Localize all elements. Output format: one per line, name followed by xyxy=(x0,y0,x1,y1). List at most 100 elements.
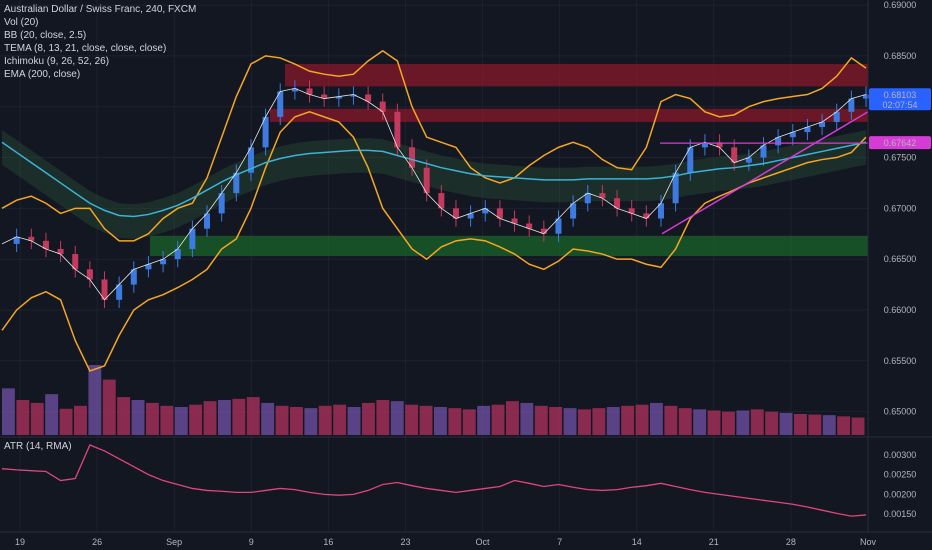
volume-bar xyxy=(405,404,419,435)
volume-bar xyxy=(621,405,635,435)
atr-tick-label: 0.00300 xyxy=(884,450,917,460)
candle-body xyxy=(628,208,635,214)
time-tick-label: Oct xyxy=(476,537,491,547)
volume-bar xyxy=(549,407,563,435)
time-tick-label: 21 xyxy=(709,537,719,547)
volume-bar xyxy=(16,400,30,435)
volume-bar xyxy=(88,365,102,435)
candle-body xyxy=(833,111,840,122)
candle-body xyxy=(189,228,196,249)
volume-bar xyxy=(318,405,332,435)
candle-body xyxy=(760,145,767,158)
zone-resistance-upper xyxy=(285,64,868,87)
candle-body xyxy=(804,127,811,133)
candle-body xyxy=(116,284,123,300)
candle-body xyxy=(789,132,796,138)
time-tick-label: 19 xyxy=(15,537,25,547)
volume-bar xyxy=(851,417,865,435)
volume-bar xyxy=(707,410,721,435)
volume-bar xyxy=(117,397,131,435)
volume-bar xyxy=(160,405,174,435)
candle-body xyxy=(687,147,694,173)
volume-bar xyxy=(131,400,145,435)
price-tick-label: 0.66500 xyxy=(884,254,917,264)
countdown-value: 02:07:54 xyxy=(882,100,917,110)
volume-bar xyxy=(390,401,404,435)
legend-atr[interactable]: ATR (14, RMA) xyxy=(4,441,72,452)
volume-bar xyxy=(347,407,361,435)
ema-line xyxy=(1,141,867,218)
candle-body xyxy=(863,94,869,99)
candle-body xyxy=(540,228,547,234)
time-tick-label: 28 xyxy=(786,537,796,547)
volume-bar xyxy=(59,408,73,435)
volume-bar xyxy=(102,379,116,435)
volume-bar xyxy=(534,405,548,435)
candle-body xyxy=(511,218,518,224)
candle-body xyxy=(174,248,181,260)
candle-body xyxy=(643,213,650,219)
volume-bar xyxy=(45,394,59,435)
candle-body xyxy=(614,198,621,209)
volume-bar xyxy=(592,408,606,435)
candle-body xyxy=(409,147,416,168)
zone-support xyxy=(150,235,868,257)
time-tick-label: 26 xyxy=(92,537,102,547)
candle-body xyxy=(130,269,137,285)
candle-body xyxy=(57,248,64,255)
candle-body xyxy=(848,98,855,112)
volume-bar xyxy=(203,401,217,435)
tema-line xyxy=(1,87,867,301)
candle-body xyxy=(731,147,738,163)
candle-body xyxy=(394,111,401,148)
price-tick-label: 0.67500 xyxy=(884,153,917,163)
candle-body xyxy=(145,264,152,270)
volume-bar xyxy=(30,402,44,435)
volume-bar xyxy=(808,414,822,435)
atr-tick-label: 0.00150 xyxy=(884,509,917,519)
candle-body xyxy=(526,223,533,229)
volume-bar xyxy=(304,408,318,435)
volume-bar xyxy=(693,409,707,435)
zone-resistance-lower xyxy=(270,108,868,122)
candle-body xyxy=(350,94,357,97)
candle-body xyxy=(701,142,708,148)
candle-body xyxy=(599,193,606,199)
volume-bar xyxy=(146,402,159,435)
candle-body xyxy=(72,254,79,270)
volume-bar xyxy=(722,411,735,435)
volume-bar xyxy=(520,402,534,435)
volume-bar xyxy=(290,407,303,435)
candle-body xyxy=(657,203,664,219)
candle-body xyxy=(452,208,459,219)
candle-body xyxy=(819,121,826,128)
candle-body xyxy=(482,208,489,214)
price-tick-label: 0.65500 xyxy=(884,356,917,366)
ichimoku-cloud xyxy=(2,130,866,239)
last-price-badge xyxy=(869,88,931,111)
candle-body xyxy=(28,236,35,241)
volume-bar xyxy=(678,408,692,435)
volume-bar xyxy=(189,404,203,435)
candle-body xyxy=(247,147,254,173)
candle-body xyxy=(745,157,752,163)
candle-body xyxy=(291,88,298,92)
volume-bar xyxy=(765,411,779,435)
volume-bar xyxy=(2,388,15,435)
volume-bar xyxy=(794,414,807,435)
volume-bar xyxy=(491,404,505,435)
volume-bar xyxy=(837,416,851,435)
volume-bar xyxy=(635,404,649,435)
candle-body xyxy=(438,193,445,209)
candle-body xyxy=(233,172,240,194)
volume-bar xyxy=(232,398,246,435)
price-tick-label: 0.69000 xyxy=(884,0,917,10)
time-tick-label: Nov xyxy=(860,537,877,547)
candle-body xyxy=(42,240,49,249)
candle-body xyxy=(101,279,108,300)
atr-tick-label: 0.00250 xyxy=(884,470,917,480)
time-tick-label: 14 xyxy=(632,537,642,547)
volume-bar xyxy=(434,407,447,435)
candle-body xyxy=(204,213,211,229)
